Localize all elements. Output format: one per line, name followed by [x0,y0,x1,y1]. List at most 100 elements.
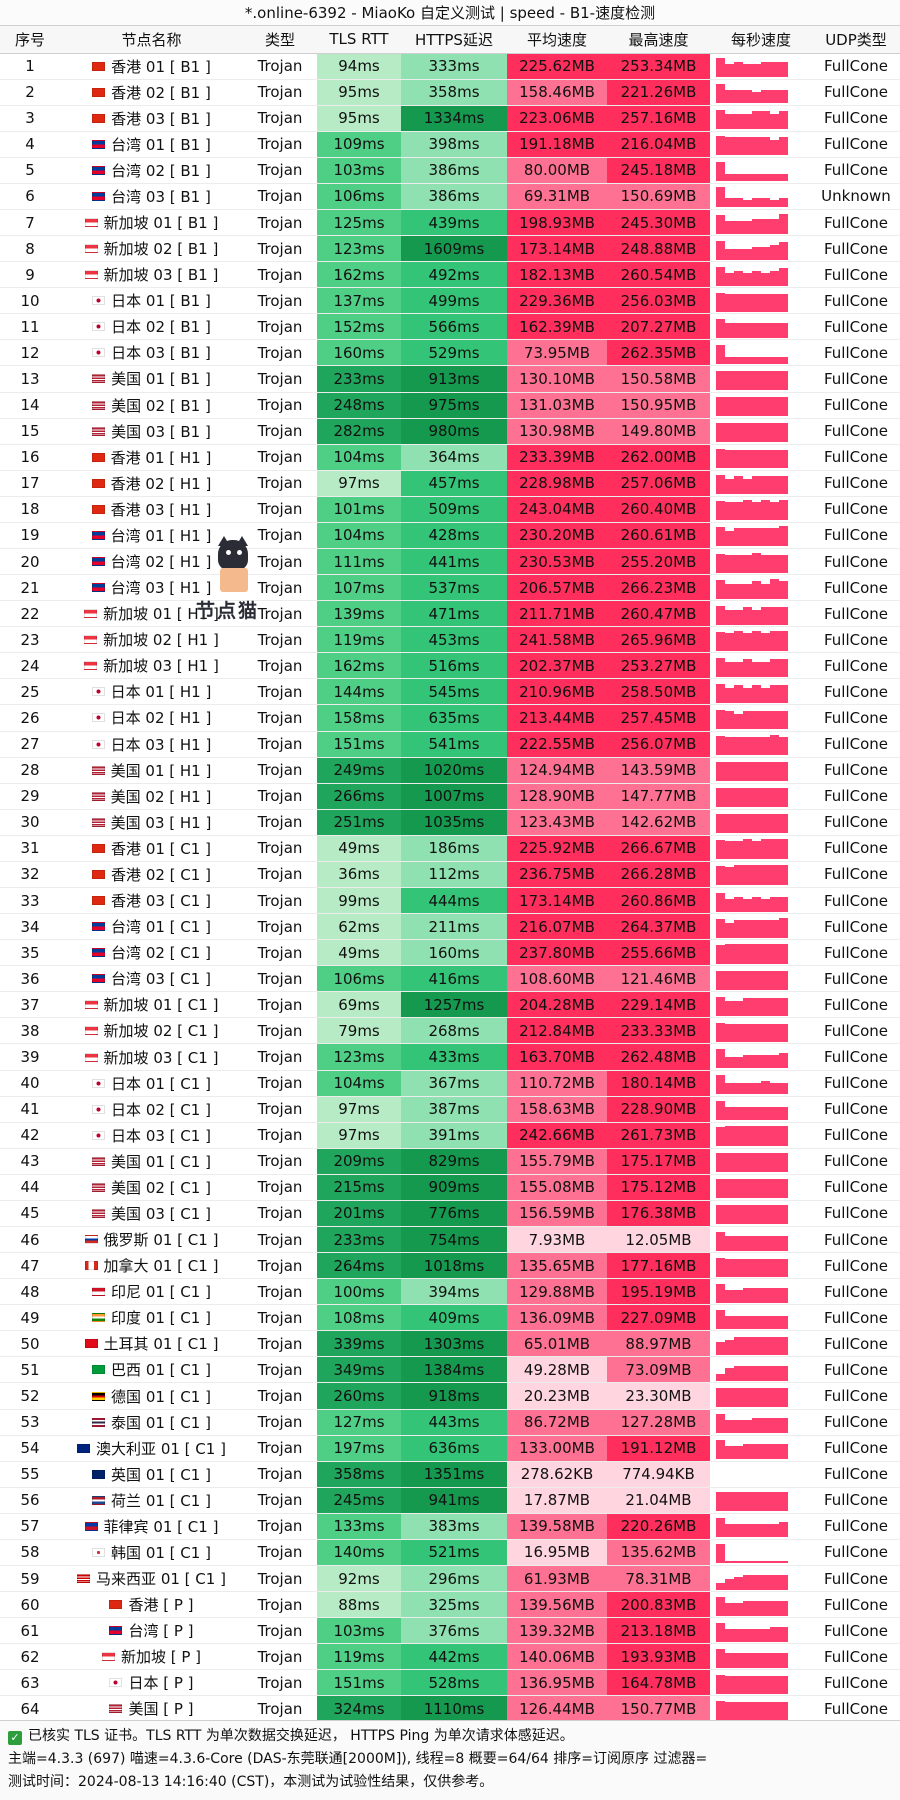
table-row[interactable]: 10 日本 01 [ B1 ] Trojan 137ms 499ms 229.36MB 25… [0,287,900,315]
table-row[interactable]: 52 德国 01 [ C1 ] Trojan 260ms 918ms 20.23MB 23.… [0,1382,900,1410]
tls-rtt: 127ms [317,1409,401,1436]
table-row[interactable]: 9 新加坡 03 [ B1 ] Trojan 162ms 492ms 182.13MB 26… [0,261,900,289]
table-row[interactable]: 36 台湾 03 [ C1 ] Trojan 106ms 416ms 108.60MB 12… [0,965,900,993]
col-header-type[interactable]: 类型 [243,26,317,54]
per-second-chart [710,1382,812,1410]
table-row[interactable]: 16 香港 01 [ H1 ] Trojan 104ms 364ms 233.39MB 26… [0,444,900,471]
col-header-per-second[interactable]: 每秒速度 [710,26,812,54]
table-row[interactable]: 19 台湾 01 [ H1 ] Trojan 104ms 428ms 230.20MB 26… [0,522,900,549]
table-row[interactable]: 1 香港 01 [ B1 ] Trojan 94ms 333ms 225.62MB 253.… [0,53,900,80]
protocol-type: Trojan [243,496,317,523]
table-row[interactable]: 64 美国 [ P ] Trojan 324ms 1110ms 126.44MB 150.7… [0,1695,900,1723]
speed-bar [779,762,788,782]
protocol-type: Trojan [243,1017,317,1045]
table-row[interactable]: 42 日本 03 [ C1 ] Trojan 97ms 391ms 242.66MB 261… [0,1122,900,1149]
speed-bar [734,713,743,729]
table-row[interactable]: 8 新加坡 02 [ B1 ] Trojan 123ms 1609ms 173.14MB 2… [0,235,900,263]
avg-speed: 158.63MB [507,1096,607,1123]
table-row[interactable]: 57 菲律宾 01 [ C1 ] Trojan 133ms 383ms 139.58MB 2… [0,1513,900,1540]
protocol-type: Trojan [243,548,317,576]
row-index: 18 [0,496,60,523]
table-row[interactable]: 53 泰国 01 [ C1 ] Trojan 127ms 443ms 86.72MB 127… [0,1409,900,1436]
table-row[interactable]: 33 香港 03 [ C1 ] Trojan 99ms 444ms 173.14MB 260… [0,887,900,915]
table-row[interactable]: 17 香港 02 [ H1 ] Trojan 97ms 457ms 228.98MB 257… [0,470,900,497]
table-row[interactable]: 15 美国 03 [ B1 ] Trojan 282ms 980ms 130.98MB 14… [0,418,900,445]
row-index: 31 [0,835,60,862]
table-row[interactable]: 31 香港 01 [ C1 ] Trojan 49ms 186ms 225.92MB 266… [0,835,900,862]
table-row[interactable]: 45 美国 03 [ C1 ] Trojan 201ms 776ms 156.59MB 17… [0,1200,900,1228]
table-row[interactable]: 11 日本 02 [ B1 ] Trojan 152ms 566ms 162.39MB 20… [0,313,900,341]
table-row[interactable]: 56 荷兰 01 [ C1 ] Trojan 245ms 941ms 17.87MB 21.… [0,1487,900,1514]
table-row[interactable]: 32 香港 02 [ C1 ] Trojan 36ms 112ms 236.75MB 266… [0,861,900,889]
node-name-cell: 巴西 01 [ C1 ] [60,1356,243,1384]
table-row[interactable]: 49 印度 01 [ C1 ] Trojan 108ms 409ms 136.09MB 22… [0,1304,900,1332]
table-row[interactable]: 5 台湾 02 [ B1 ] Trojan 103ms 386ms 80.00MB 245.… [0,157,900,184]
table-row[interactable]: 24 新加坡 03 [ H1 ] Trojan 162ms 516ms 202.37MB 2… [0,652,900,680]
table-row[interactable]: 63 日本 [ P ] Trojan 151ms 528ms 136.95MB 164.78… [0,1669,900,1697]
row-index: 17 [0,470,60,497]
table-row[interactable]: 58 韩国 01 [ C1 ] Trojan 140ms 521ms 16.95MB 135… [0,1539,900,1567]
protocol-type: Trojan [243,887,317,915]
col-header-index[interactable]: 序号 [0,26,60,54]
table-row[interactable]: 23 新加坡 02 [ H1 ] Trojan 119ms 453ms 241.58MB 2… [0,626,900,654]
table-row[interactable]: 37 新加坡 01 [ C1 ] Trojan 69ms 1257ms 204.28MB 2… [0,991,900,1019]
table-row[interactable]: 51 巴西 01 [ C1 ] Trojan 349ms 1384ms 49.28MB 73… [0,1356,900,1384]
table-row[interactable]: 7 新加坡 01 [ B1 ] Trojan 125ms 439ms 198.93MB 24… [0,209,900,237]
table-row[interactable]: 28 美国 01 [ H1 ] Trojan 249ms 1020ms 124.94MB 1… [0,757,900,784]
table-row[interactable]: 34 台湾 01 [ C1 ] Trojan 62ms 211ms 216.07MB 264… [0,913,900,941]
col-header-tls-rtt[interactable]: TLS RTT [317,26,401,54]
col-header-max-speed[interactable]: 最高速度 [607,26,710,54]
protocol-type: Trojan [243,1122,317,1149]
table-row[interactable]: 4 台湾 01 [ B1 ] Trojan 109ms 398ms 191.18MB 216… [0,131,900,158]
table-row[interactable]: 18 香港 03 [ H1 ] Trojan 101ms 509ms 243.04MB 26… [0,496,900,523]
table-row[interactable]: 21 台湾 03 [ H1 ] Trojan 107ms 537ms 206.57MB 26… [0,574,900,602]
per-second-chart [710,496,812,523]
col-header-https-latency[interactable]: HTTPS延迟 [401,26,507,54]
max-speed: 262.35MB [607,339,710,367]
speed-bar [716,1440,725,1460]
table-row[interactable]: 59 马来西亚 01 [ C1 ] Trojan 92ms 296ms 61.93MB 78… [0,1565,900,1593]
table-row[interactable]: 14 美国 02 [ B1 ] Trojan 248ms 975ms 131.03MB 15… [0,392,900,419]
table-row[interactable]: 22 新加坡 01 [ H1 ] Trojan 139ms 471ms 211.71MB 2… [0,600,900,628]
table-row[interactable]: 61 台湾 [ P ] Trojan 103ms 376ms 139.32MB 213.18… [0,1617,900,1645]
footer-notes: ✓ 已核实 TLS 证书。TLS RTT 为单次数据交换延迟， HTTPS Pin… [0,1720,900,1800]
table-row[interactable]: 3 香港 03 [ B1 ] Trojan 95ms 1334ms 223.06MB 257… [0,105,900,132]
table-row[interactable]: 29 美国 02 [ H1 ] Trojan 266ms 1007ms 128.90MB 1… [0,783,900,810]
table-row[interactable]: 35 台湾 02 [ C1 ] Trojan 49ms 160ms 237.80MB 255… [0,939,900,967]
table-row[interactable]: 26 日本 02 [ H1 ] Trojan 158ms 635ms 213.44MB 25… [0,704,900,732]
table-row[interactable]: 30 美国 03 [ H1 ] Trojan 251ms 1035ms 123.43MB 1… [0,809,900,836]
table-row[interactable]: 20 台湾 02 [ H1 ] Trojan 111ms 441ms 230.53MB 25… [0,548,900,576]
table-row[interactable]: 44 美国 02 [ C1 ] Trojan 215ms 909ms 155.08MB 17… [0,1174,900,1201]
table-row[interactable]: 54 澳大利亚 01 [ C1 ] Trojan 197ms 636ms 133.00MB… [0,1435,900,1462]
https-latency: 457ms [401,470,507,497]
speed-bar [752,814,761,834]
table-row[interactable]: 38 新加坡 02 [ C1 ] Trojan 79ms 268ms 212.84MB 23… [0,1017,900,1045]
table-row[interactable]: 6 台湾 03 [ B1 ] Trojan 106ms 386ms 69.31MB 150.… [0,183,900,210]
col-header-name[interactable]: 节点名称 [60,26,243,54]
protocol-type: Trojan [243,704,317,732]
table-row[interactable]: 40 日本 01 [ C1 ] Trojan 104ms 367ms 110.72MB 18… [0,1070,900,1097]
speed-bar [725,867,734,886]
table-row[interactable]: 62 新加坡 [ P ] Trojan 119ms 442ms 140.06MB 193.9… [0,1643,900,1671]
table-row[interactable]: 46 俄罗斯 01 [ C1 ] Trojan 233ms 754ms 7.93MB 12.… [0,1226,900,1254]
table-row[interactable]: 48 印尼 01 [ C1 ] Trojan 100ms 394ms 129.88MB 19… [0,1278,900,1306]
table-row[interactable]: 43 美国 01 [ C1 ] Trojan 209ms 829ms 155.79MB 17… [0,1148,900,1175]
table-row[interactable]: 2 香港 02 [ B1 ] Trojan 95ms 358ms 158.46MB 221.… [0,79,900,106]
table-row[interactable]: 60 香港 [ P ] Trojan 88ms 325ms 139.56MB 200.83M… [0,1591,900,1619]
speed-bar [725,1367,734,1381]
table-row[interactable]: 27 日本 03 [ H1 ] Trojan 151ms 541ms 222.55MB 25… [0,731,900,758]
table-row[interactable]: 41 日本 02 [ C1 ] Trojan 97ms 387ms 158.63MB 228… [0,1096,900,1123]
table-row[interactable]: 55 英国 01 [ C1 ] Trojan 358ms 1351ms 278.62KB 7… [0,1461,900,1488]
avg-speed: 228.98MB [507,470,607,497]
table-row[interactable]: 39 新加坡 03 [ C1 ] Trojan 123ms 433ms 163.70MB 2… [0,1043,900,1071]
table-row[interactable]: 47 加拿大 01 [ C1 ] Trojan 264ms 1018ms 135.65MB… [0,1252,900,1280]
speed-bar [743,658,752,677]
table-row[interactable]: 13 美国 01 [ B1 ] Trojan 233ms 913ms 130.10MB 15… [0,365,900,393]
col-header-avg-speed[interactable]: 平均速度 [507,26,607,54]
speed-bar [770,578,779,599]
speed-bar [716,1518,725,1538]
table-row[interactable]: 50 土耳其 01 [ C1 ] Trojan 339ms 1303ms 65.01MB 8… [0,1330,900,1358]
col-header-udp-type[interactable]: UDP类型 [812,26,900,54]
table-row[interactable]: 25 日本 01 [ H1 ] Trojan 144ms 545ms 210.96MB 25… [0,678,900,706]
table-row[interactable]: 12 日本 03 [ B1 ] Trojan 160ms 529ms 73.95MB 262… [0,339,900,367]
